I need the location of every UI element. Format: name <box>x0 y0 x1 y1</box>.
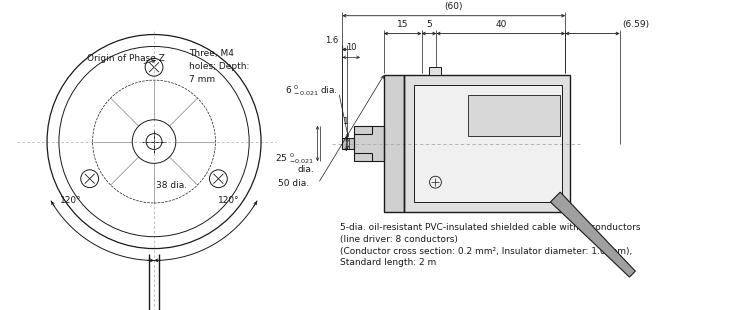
Text: 50 dia.: 50 dia. <box>278 179 310 188</box>
Bar <box>414 85 562 202</box>
Bar <box>354 126 384 162</box>
Text: 5-dia. oil-resistant PVC-insulated shielded cable with 5 conductors: 5-dia. oil-resistant PVC-insulated shiel… <box>340 223 640 232</box>
Bar <box>342 138 354 149</box>
Text: 120°: 120° <box>218 196 240 205</box>
Text: 40: 40 <box>495 20 506 29</box>
Bar <box>430 67 442 75</box>
Text: Three, M4: Three, M4 <box>189 49 233 58</box>
Bar <box>468 95 560 135</box>
Text: (line driver: 8 conductors): (line driver: 8 conductors) <box>340 235 458 244</box>
Text: dia.: dia. <box>298 165 314 174</box>
Bar <box>354 126 384 162</box>
Text: 1: 1 <box>344 117 350 126</box>
Bar <box>414 85 562 202</box>
Bar <box>384 75 404 212</box>
Text: 38 dia.: 38 dia. <box>156 181 188 190</box>
Text: 10: 10 <box>346 43 356 52</box>
Polygon shape <box>550 192 635 277</box>
Text: 7 mm: 7 mm <box>189 75 214 84</box>
Bar <box>342 138 354 149</box>
Text: (6.59): (6.59) <box>622 20 650 29</box>
Text: Standard length: 2 m: Standard length: 2 m <box>340 259 436 268</box>
Text: holes; Depth:: holes; Depth: <box>189 62 249 71</box>
Bar <box>384 75 404 212</box>
Text: $6\ ^0_{-0.021}$ dia.: $6\ ^0_{-0.021}$ dia. <box>284 84 338 99</box>
Text: $25\ ^0_{-0.021}$: $25\ ^0_{-0.021}$ <box>275 151 314 166</box>
Text: (60): (60) <box>445 2 463 11</box>
Bar <box>404 75 570 212</box>
Text: (Conductor cross section: 0.2 mm², Insulator diameter: 1.0 mm),: (Conductor cross section: 0.2 mm², Insul… <box>340 246 632 255</box>
Text: 5: 5 <box>426 20 432 29</box>
Text: 15: 15 <box>397 20 409 29</box>
Bar <box>404 75 570 212</box>
Text: 1.6: 1.6 <box>325 37 338 46</box>
Text: Origin of Phase Z: Origin of Phase Z <box>87 54 165 63</box>
Text: 120°: 120° <box>60 196 82 205</box>
